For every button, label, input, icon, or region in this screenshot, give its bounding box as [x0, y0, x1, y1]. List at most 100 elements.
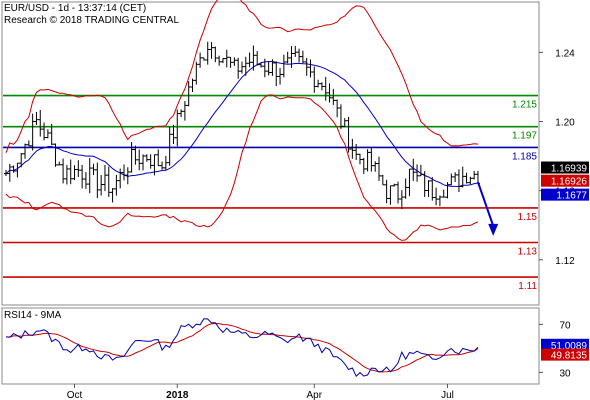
y-tick-label: 1.24 — [555, 48, 575, 59]
candle — [399, 190, 404, 209]
candle — [278, 68, 283, 85]
price-tags: 1.16939 1.16926 1.1677 — [541, 161, 589, 202]
forecast-arrow — [477, 181, 499, 236]
bollinger-bands — [5, 0, 479, 241]
candle — [361, 157, 366, 174]
candle — [190, 78, 195, 93]
candle — [205, 41, 210, 65]
candle — [194, 61, 199, 85]
candle — [239, 61, 244, 74]
rsi-line — [5, 318, 479, 378]
candle — [80, 165, 85, 189]
candle — [171, 124, 176, 144]
candle — [449, 173, 454, 186]
candle — [270, 59, 275, 76]
candle — [11, 165, 16, 173]
candle — [106, 166, 111, 197]
candle — [228, 56, 233, 68]
candle — [243, 56, 248, 76]
candle — [350, 138, 355, 159]
candle — [380, 174, 385, 186]
level-lines — [3, 94, 538, 278]
x-tick-label: Oct — [67, 390, 83, 400]
candle — [365, 149, 370, 172]
candle — [7, 163, 12, 182]
candle — [23, 143, 28, 159]
candle — [236, 57, 241, 79]
candle — [377, 156, 382, 181]
candle — [160, 161, 165, 170]
rsi-ma-tag: 49.8135 — [551, 351, 588, 362]
candle — [26, 140, 31, 147]
candle — [403, 178, 408, 199]
rsi-last-tag-bg — [541, 338, 589, 351]
candle — [72, 165, 77, 180]
candle — [95, 162, 100, 199]
candle — [354, 143, 359, 160]
time-x-axis: Oct 2018 Apr Jul — [67, 384, 454, 400]
candle — [300, 50, 305, 64]
candle — [53, 143, 58, 167]
candle — [45, 129, 50, 139]
candle — [392, 183, 397, 187]
candle — [308, 59, 313, 78]
candle — [338, 104, 343, 129]
chart-header-line1: EUR/USD - 1d - 13:37:14 (CET) — [4, 3, 146, 14]
bollinger-tag: 1.16926 — [551, 177, 588, 188]
candle — [262, 58, 267, 78]
rsi-title: RSI14 - 9MA — [4, 310, 62, 321]
rsi-y-tick-label: 70 — [559, 320, 571, 331]
candle — [213, 46, 218, 63]
candle — [125, 167, 130, 185]
candle — [373, 161, 378, 172]
candle — [422, 171, 427, 197]
candle — [114, 174, 119, 196]
candle — [304, 57, 309, 76]
candle — [441, 189, 446, 198]
level-label-1.215: 1.215 — [512, 100, 537, 111]
candle — [453, 172, 458, 183]
candle — [251, 45, 256, 71]
candle — [133, 145, 138, 165]
candle — [83, 172, 88, 189]
candle — [220, 58, 225, 64]
candle — [335, 99, 340, 118]
chart-header-line2: Research © 2018 TRADING CENTRAL — [4, 15, 179, 26]
candle — [38, 110, 43, 137]
candle — [182, 101, 187, 121]
candle — [430, 177, 435, 201]
candle — [175, 109, 180, 147]
candle — [61, 158, 66, 184]
candle — [42, 122, 47, 141]
candle — [327, 83, 332, 103]
candle — [319, 82, 324, 91]
candle — [49, 123, 54, 146]
candle — [255, 51, 260, 66]
bollinger-tag-bg — [541, 174, 589, 187]
candle — [15, 162, 20, 178]
last-price-tag-bg — [541, 161, 589, 174]
candle — [68, 159, 73, 185]
rsi-ma-tag-bg — [541, 348, 589, 361]
candle — [121, 164, 126, 181]
candle — [445, 182, 450, 199]
candle — [285, 51, 290, 64]
forecast-arrow-shaft — [477, 181, 495, 227]
candle — [144, 154, 149, 162]
candle — [468, 176, 473, 185]
candlesticks — [4, 41, 480, 209]
candle — [369, 146, 374, 172]
moving-average — [5, 61, 479, 188]
forecast-arrow-head — [488, 223, 499, 236]
candle — [102, 164, 107, 192]
candle — [209, 41, 214, 59]
candle — [232, 57, 237, 66]
x-tick-label: Jul — [441, 390, 454, 400]
candle — [91, 163, 96, 176]
candle — [289, 46, 294, 68]
candle — [357, 153, 362, 165]
rsi-ma-line — [5, 322, 479, 373]
candle — [19, 152, 24, 168]
